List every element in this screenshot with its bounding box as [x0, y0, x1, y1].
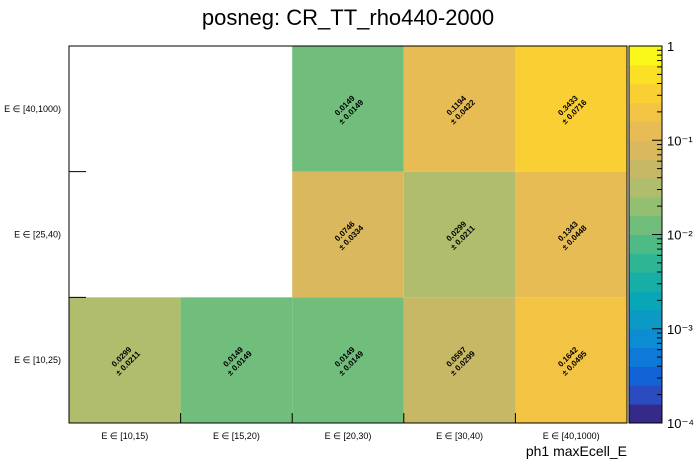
x-axis-label: ph1 maxEcell_E	[526, 443, 627, 459]
colorbar-swatch	[629, 64, 662, 85]
heatmap-cell	[292, 46, 404, 172]
x-tick-label: E ∈ [30,40)	[436, 431, 483, 441]
colorbar-swatch	[629, 272, 662, 292]
heatmap-cell	[403, 297, 516, 423]
y-tick-labels: E ∈ [10,25) E ∈ [25,40) E ∈ [40,1000)	[4, 104, 61, 365]
heatmap-cell	[403, 171, 516, 298]
colorbar-swatch	[629, 234, 662, 254]
colorbar-tick-label: 10⁻³	[667, 322, 693, 337]
heatmap-cell	[180, 297, 293, 423]
colorbar-swatch	[629, 328, 662, 349]
heatmap-cell	[515, 297, 627, 423]
colorbar-swatch	[629, 366, 662, 386]
colorbar-swatch	[629, 102, 662, 122]
heatmap-cell	[515, 46, 627, 172]
colorbar-swatch	[629, 253, 662, 273]
colorbar-swatch	[629, 347, 662, 367]
heatmap-cell	[292, 171, 404, 298]
chart-title: posneg: CR_TT_rho440-2000	[202, 5, 494, 30]
heatmap-cell	[69, 297, 181, 423]
colorbar	[629, 46, 662, 424]
y-tick-label: E ∈ [40,1000)	[4, 104, 61, 114]
colorbar-swatch	[629, 385, 662, 405]
y-tick-label: E ∈ [10,25)	[14, 355, 61, 365]
colorbar-swatch	[629, 291, 662, 311]
x-tick-label: E ∈ [15,20)	[213, 431, 260, 441]
colorbar-tick-label: 10⁻⁴	[667, 416, 694, 431]
colorbar-swatch	[629, 177, 662, 198]
colorbar-tick-label: 10⁻²	[667, 228, 693, 243]
plot-frame	[68, 45, 628, 424]
colorbar-swatch	[629, 309, 662, 330]
colorbar-swatch	[629, 121, 662, 141]
heatmap-cells	[69, 46, 627, 423]
x-tick-labels: E ∈ [10,15) E ∈ [15,20) E ∈ [20,30) E ∈ [30…	[101, 431, 599, 441]
colorbar-ticks: 1 10⁻¹ 10⁻² 10⁻³ 10⁻⁴	[652, 39, 694, 431]
colorbar-swatch	[629, 83, 662, 104]
y-tick-label: E ∈ [25,40)	[14, 230, 61, 240]
colorbar-swatch	[629, 46, 662, 66]
colorbar-swatch	[629, 159, 662, 179]
colorbar-tick-label: 10⁻¹	[667, 133, 693, 148]
x-tick-label: E ∈ [10,15)	[101, 431, 148, 441]
heatmap-cell	[403, 46, 516, 172]
colorbar-swatch	[629, 404, 662, 424]
colorbar-swatch	[629, 140, 662, 160]
heatmap-cell	[292, 297, 404, 423]
colorbar-swatch	[629, 196, 662, 217]
colorbar-tick-label: 1	[667, 39, 674, 54]
colorbar-swatch	[629, 215, 662, 235]
axis-ticks	[69, 171, 516, 423]
x-tick-label: E ∈ [40,1000)	[543, 431, 600, 441]
x-tick-label: E ∈ [20,30)	[325, 431, 372, 441]
heatmap-cell	[515, 171, 627, 298]
